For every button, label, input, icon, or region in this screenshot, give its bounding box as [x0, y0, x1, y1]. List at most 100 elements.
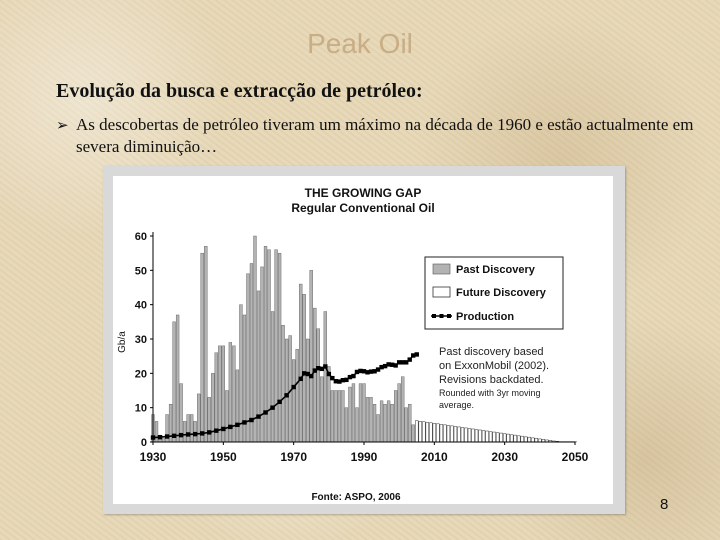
past-discovery-bar — [207, 397, 211, 443]
past-discovery-bar — [330, 390, 334, 443]
future-discovery-bar — [432, 423, 437, 443]
production-point — [351, 373, 356, 379]
past-discovery-bar — [284, 338, 289, 443]
production-point — [407, 357, 412, 362]
future-discovery-bar — [520, 435, 524, 443]
legend-swatch-future — [432, 286, 451, 298]
chart-image: THE GROWING GAP Regular Conventional Oil… — [103, 166, 625, 514]
past-discovery-bar — [362, 383, 366, 443]
future-discovery-bar — [415, 420, 419, 443]
chart-annotation: Past discovery based on ExxonMobil (2002)… — [439, 346, 549, 410]
past-discovery-bar — [295, 349, 299, 443]
past-discovery-bar — [267, 249, 271, 443]
future-discovery-bar — [450, 425, 454, 443]
chart-title: THE GROWING GAP — [305, 186, 422, 200]
past-discovery-bar — [376, 414, 380, 443]
production-point — [340, 378, 346, 383]
past-discovery-bar — [246, 273, 250, 443]
slide-title: Peak Oil — [307, 28, 413, 59]
production-point — [263, 410, 268, 415]
x-tick-label: 2030 — [491, 450, 518, 464]
future-discovery-bar — [443, 424, 447, 443]
production-point — [228, 424, 233, 430]
annotation-line: average. — [439, 400, 474, 410]
past-discovery-bar — [190, 414, 194, 443]
future-discovery-bar — [446, 425, 451, 443]
past-discovery-bar — [358, 383, 363, 443]
future-discovery-bar — [506, 433, 510, 443]
past-discovery-bar — [351, 383, 356, 443]
production-point — [382, 363, 388, 369]
legend-label: Past Discovery — [456, 264, 536, 276]
legend-swatch-production-point — [432, 314, 436, 318]
production-point — [284, 393, 289, 398]
legend-label: Production — [456, 311, 514, 323]
x-tick-label: 1930 — [140, 450, 167, 464]
annotation-line: Revisions backdated. — [439, 374, 544, 386]
past-discovery-bar — [337, 390, 342, 443]
y-tick-label: 30 — [135, 334, 147, 346]
production-point — [323, 364, 328, 369]
past-discovery-bar — [341, 390, 345, 443]
future-discovery-bar — [531, 437, 535, 443]
past-discovery-bar — [277, 252, 282, 443]
future-discovery-bar — [534, 437, 539, 443]
annotation-line: Past discovery based — [439, 346, 544, 358]
past-discovery-bar — [379, 400, 384, 443]
future-discovery-bar — [436, 423, 440, 443]
x-tick-label: 2010 — [421, 450, 448, 464]
past-discovery-bar — [327, 366, 331, 443]
past-discovery-bar — [302, 294, 306, 443]
future-discovery-bar — [510, 434, 514, 443]
past-discovery-bar — [383, 404, 387, 443]
past-discovery-bar — [253, 235, 257, 443]
production-point — [214, 428, 219, 433]
future-discovery-bar — [527, 436, 531, 443]
annotation-line: on ExxonMobil (2002). — [439, 360, 549, 372]
y-axis-label: Gb/a — [117, 331, 128, 353]
past-discovery-bar — [323, 311, 327, 443]
slide-number: 8 — [660, 496, 669, 513]
legend-label: Future Discovery — [456, 287, 547, 299]
production-point — [319, 366, 324, 372]
production-point — [386, 362, 391, 367]
production-point — [270, 405, 275, 410]
production-point — [400, 360, 405, 365]
production-point — [249, 417, 254, 423]
legend-swatch-past — [432, 263, 451, 275]
production-point — [414, 352, 419, 357]
past-discovery-bar — [408, 404, 412, 443]
future-discovery-bar — [499, 432, 503, 443]
x-tick-label: 1970 — [280, 450, 307, 464]
past-discovery-bar — [306, 338, 310, 443]
past-discovery-bar — [313, 307, 317, 443]
future-discovery-bar — [502, 433, 507, 443]
production-point — [171, 433, 177, 439]
past-discovery-bar — [299, 283, 303, 443]
production-point — [185, 432, 191, 437]
bullet-text: As descobertas de petróleo tiveram um má… — [76, 115, 694, 156]
future-discovery-bar — [513, 434, 517, 443]
past-discovery-bar — [193, 421, 197, 443]
production-point — [368, 369, 374, 374]
past-discovery-bar — [411, 424, 415, 443]
production-point — [316, 365, 321, 371]
production-point — [242, 420, 247, 425]
past-discovery-bar — [401, 376, 405, 443]
production-point — [178, 432, 184, 438]
future-discovery-bar — [485, 430, 489, 443]
past-discovery-bar — [204, 246, 208, 443]
production-series — [150, 352, 419, 440]
past-discovery-bar — [390, 404, 394, 443]
slide-subtitle: Evolução da busca e extracção de petróle… — [56, 80, 423, 102]
past-discovery-bar — [372, 404, 377, 443]
production-point — [326, 371, 332, 377]
future-discovery-bar — [478, 429, 482, 443]
production-point — [393, 363, 398, 368]
production-point — [333, 379, 339, 384]
past-discovery-bar — [175, 314, 180, 443]
future-discovery-bar — [422, 421, 426, 443]
past-discovery-bar — [365, 397, 370, 443]
production-point — [298, 376, 303, 382]
